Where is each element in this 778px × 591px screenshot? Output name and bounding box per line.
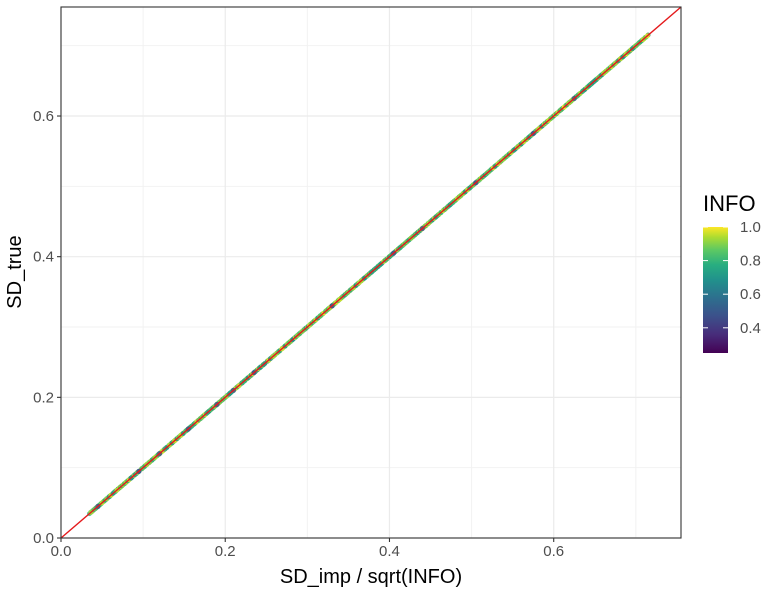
x-tick-label: 0.6 [543, 543, 564, 560]
legend-title: INFO [703, 191, 756, 216]
y-axis-title: SD_true [4, 235, 26, 308]
y-tick-label: 0.2 [33, 389, 54, 406]
y-tick-label: 0.0 [33, 530, 54, 547]
y-tick-label: 0.4 [33, 249, 54, 266]
x-tick-label: 0.0 [51, 543, 72, 560]
legend-tick-label: 1.0 [740, 219, 761, 236]
plot-border [60, 6, 682, 539]
legend-tick-label: 0.8 [740, 253, 761, 270]
legend-colorbar [703, 227, 728, 353]
y-axis-ticks: 0.0 0.2 0.4 0.6 [33, 108, 61, 547]
x-tick-label: 0.4 [379, 543, 400, 560]
y-tick-label: 0.6 [33, 108, 54, 125]
reference-line [61, 7, 681, 538]
x-axis-title: SD_imp / sqrt(INFO) [280, 566, 462, 588]
legend-ticks: 1.0 0.8 0.6 0.4 [703, 219, 761, 337]
legend-tick-label: 0.6 [740, 286, 761, 303]
x-tick-label: 0.2 [215, 543, 236, 560]
legend-tick-label: 0.4 [740, 320, 761, 337]
x-axis-ticks: 0.0 0.2 0.4 0.6 [51, 538, 564, 560]
legend: INFO 1.0 0.8 0.6 0.4 [703, 191, 761, 353]
